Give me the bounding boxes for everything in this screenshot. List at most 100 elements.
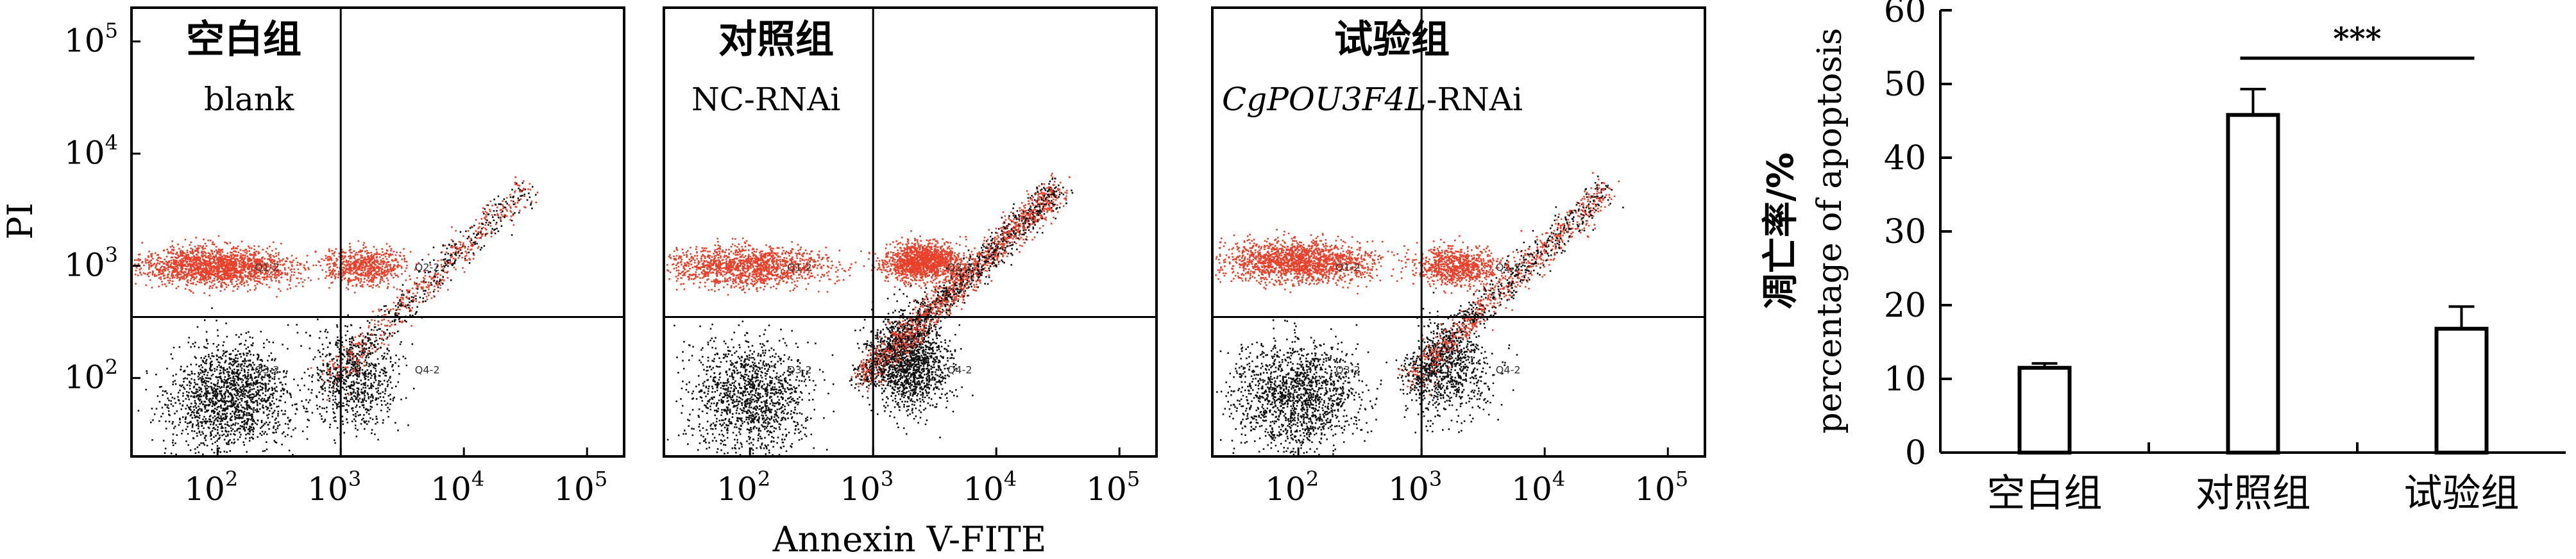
event-point bbox=[400, 300, 402, 303]
event-point bbox=[191, 372, 193, 375]
event-point bbox=[271, 280, 273, 282]
event-point bbox=[261, 269, 264, 272]
event-point bbox=[328, 269, 330, 271]
event-point bbox=[221, 279, 223, 281]
event-point bbox=[134, 273, 137, 276]
event-point bbox=[226, 272, 228, 274]
event-point bbox=[361, 369, 364, 371]
event-point bbox=[251, 344, 253, 347]
event-point bbox=[178, 247, 180, 250]
event-point bbox=[244, 437, 247, 440]
event-point bbox=[381, 383, 383, 385]
event-point bbox=[289, 278, 292, 280]
event-point bbox=[273, 369, 275, 371]
event-point bbox=[384, 388, 387, 390]
event-point bbox=[162, 394, 164, 396]
event-point bbox=[353, 401, 355, 403]
event-point bbox=[354, 392, 357, 394]
event-point bbox=[269, 246, 271, 247]
event-point bbox=[262, 376, 264, 378]
event-point bbox=[225, 258, 228, 261]
event-point bbox=[201, 278, 203, 281]
event-point bbox=[239, 249, 242, 251]
event-point bbox=[267, 413, 270, 415]
event-point bbox=[353, 256, 355, 258]
event-point bbox=[252, 409, 254, 411]
event-point bbox=[220, 405, 222, 406]
event-point bbox=[411, 299, 412, 302]
event-point bbox=[355, 260, 357, 262]
event-point bbox=[213, 269, 215, 271]
event-point bbox=[217, 380, 219, 381]
event-point bbox=[187, 255, 189, 257]
event-point bbox=[258, 374, 260, 376]
event-point bbox=[242, 379, 244, 381]
event-point bbox=[197, 376, 199, 378]
event-point bbox=[387, 285, 389, 288]
event-point bbox=[266, 338, 268, 341]
event-point bbox=[403, 305, 405, 307]
event-point bbox=[248, 383, 251, 385]
event-point bbox=[206, 374, 208, 376]
event-point bbox=[261, 376, 263, 378]
event-point bbox=[244, 401, 246, 403]
event-point bbox=[248, 430, 251, 433]
event-point bbox=[257, 265, 258, 267]
event-point bbox=[321, 373, 324, 375]
event-point bbox=[207, 342, 209, 345]
event-point bbox=[371, 429, 373, 431]
event-point bbox=[373, 263, 376, 265]
event-point bbox=[368, 272, 371, 274]
event-point bbox=[369, 267, 372, 270]
event-point bbox=[348, 385, 350, 387]
event-point bbox=[196, 250, 198, 252]
event-point bbox=[392, 399, 394, 402]
event-point bbox=[214, 265, 216, 268]
event-point bbox=[246, 385, 248, 388]
event-point bbox=[373, 267, 375, 269]
event-point bbox=[322, 348, 325, 350]
event-point bbox=[284, 410, 286, 412]
event-point bbox=[244, 374, 246, 376]
event-point bbox=[231, 398, 233, 401]
event-point bbox=[230, 416, 232, 419]
event-point bbox=[289, 280, 291, 282]
event-point bbox=[246, 355, 248, 357]
event-point bbox=[217, 393, 219, 395]
event-point bbox=[352, 262, 354, 264]
event-point bbox=[303, 266, 305, 269]
event-point bbox=[278, 288, 280, 290]
event-point bbox=[286, 279, 289, 281]
event-point bbox=[326, 411, 328, 413]
event-point bbox=[222, 271, 224, 272]
event-point bbox=[357, 342, 359, 345]
event-point bbox=[156, 269, 158, 271]
event-point bbox=[275, 442, 278, 444]
event-point bbox=[263, 369, 266, 371]
event-point bbox=[343, 381, 345, 383]
event-point bbox=[232, 258, 234, 260]
event-point bbox=[202, 271, 205, 273]
event-point bbox=[192, 392, 195, 394]
event-point bbox=[360, 269, 362, 271]
event-point bbox=[372, 277, 375, 279]
event-point bbox=[173, 265, 174, 268]
event-point bbox=[230, 281, 232, 283]
event-point bbox=[450, 246, 452, 248]
event-point bbox=[200, 442, 202, 444]
event-point bbox=[389, 376, 391, 378]
event-point bbox=[220, 418, 223, 421]
event-point bbox=[220, 378, 222, 380]
event-point bbox=[342, 266, 344, 269]
event-point bbox=[371, 274, 374, 277]
event-point bbox=[370, 273, 373, 275]
event-point bbox=[175, 256, 177, 259]
event-point bbox=[223, 353, 225, 355]
event-point bbox=[349, 387, 352, 389]
event-point bbox=[232, 262, 235, 264]
event-point bbox=[226, 389, 228, 391]
event-point bbox=[174, 268, 176, 270]
event-point bbox=[237, 417, 239, 419]
event-point bbox=[242, 417, 244, 419]
event-point bbox=[322, 364, 325, 367]
